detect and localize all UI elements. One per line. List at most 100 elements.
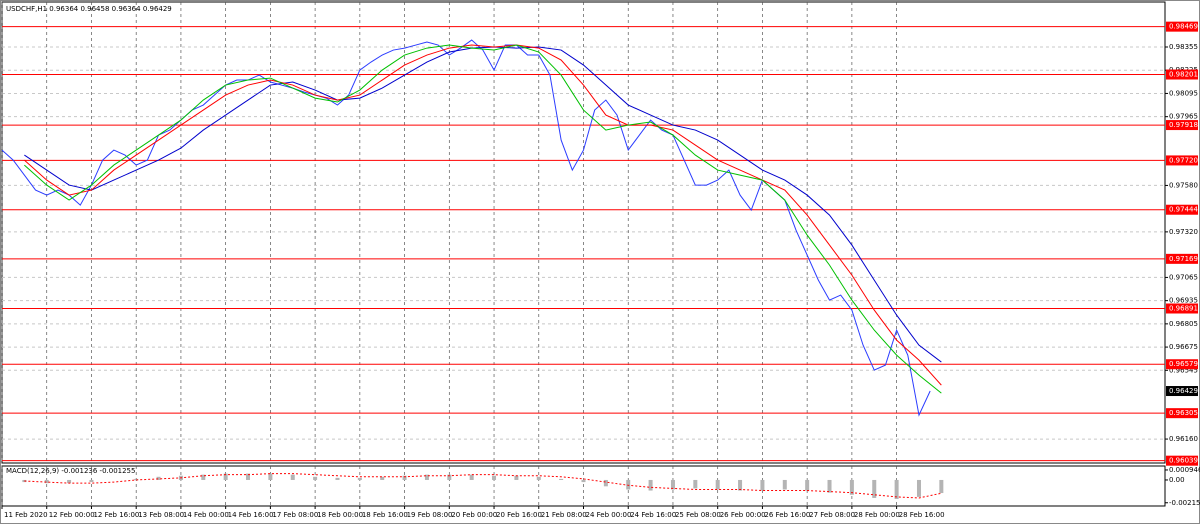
macd-bar <box>402 475 407 480</box>
macd-bar <box>894 479 899 500</box>
x-tick-label: 18 Feb 00:00 <box>317 511 363 519</box>
macd-bar <box>335 477 340 480</box>
macd-bar <box>424 474 429 480</box>
y-tick-label: 0.97065 <box>1169 273 1198 281</box>
moving-average <box>24 44 942 386</box>
macd-bar <box>670 479 675 490</box>
macd-bar <box>380 476 385 480</box>
x-tick-label: 28 Feb 16:00 <box>899 511 945 519</box>
macd-bar <box>268 473 273 480</box>
macd-bar <box>760 479 765 491</box>
macd-bar <box>559 478 564 480</box>
macd-title: MACD(12,26,9) -0.001236 -0.001255 <box>6 467 135 475</box>
level-label: 0.96305 <box>1169 409 1198 417</box>
macd-bar <box>514 475 519 480</box>
x-tick-label: 26 Feb 00:00 <box>720 511 766 519</box>
level-label: 0.97720 <box>1169 156 1198 164</box>
x-tick-label: 20 Feb 00:00 <box>451 511 497 519</box>
macd-bar <box>738 479 743 491</box>
level-label: 0.96891 <box>1169 304 1198 312</box>
macd-bar <box>581 479 586 483</box>
macd-bar <box>246 473 251 480</box>
y-tick-label: -0.002154 <box>1169 499 1200 507</box>
y-tick-label: 0.96160 <box>1169 435 1198 443</box>
macd-bar <box>916 479 921 497</box>
level-tag <box>1166 359 1198 370</box>
level-tag <box>1166 120 1198 131</box>
macd-bar <box>290 474 295 480</box>
x-tick-label: 12 Feb 00:00 <box>49 511 95 519</box>
macd-bar <box>827 479 832 493</box>
y-tick-label: 0.96935 <box>1169 297 1198 305</box>
x-tick-label: 28 Feb 00:00 <box>854 511 900 519</box>
level-tag <box>1166 21 1198 32</box>
macd-bar <box>648 479 653 491</box>
x-tick-label: 26 Feb 16:00 <box>764 511 810 519</box>
macd-bar <box>357 477 362 480</box>
y-tick-label: 0.96675 <box>1169 343 1198 351</box>
last-price-tag <box>1166 386 1198 397</box>
y-tick-label: 0.97965 <box>1169 113 1198 121</box>
last-price-label: 0.96429 <box>1169 387 1198 395</box>
moving-average <box>24 44 942 394</box>
macd-bar <box>626 479 631 490</box>
y-tick-label: 0.98355 <box>1169 43 1198 51</box>
x-tick-label: 13 Feb 08:00 <box>138 511 184 519</box>
macd-bar <box>805 479 810 491</box>
y-tick-label: 0.000946 <box>1169 466 1200 474</box>
macd-bar <box>939 479 944 494</box>
level-tag <box>1166 204 1198 215</box>
y-tick-label: 0.97580 <box>1169 181 1198 189</box>
macd-bar <box>134 478 139 480</box>
y-tick-label: 0.96545 <box>1169 366 1198 374</box>
macd-bar <box>89 479 94 483</box>
level-tag <box>1166 155 1198 166</box>
macd-bar <box>782 479 787 490</box>
x-tick-label: 12 Feb 16:00 <box>93 511 139 519</box>
level-tag <box>1166 408 1198 419</box>
x-tick-label: 24 Feb 00:00 <box>586 511 632 519</box>
level-label: 0.97169 <box>1169 255 1198 263</box>
macd-bar <box>67 479 72 484</box>
x-tick-label: 14 Feb 00:00 <box>183 511 229 519</box>
macd-bar <box>447 474 452 480</box>
level-label: 0.96579 <box>1169 360 1198 368</box>
signal-line <box>24 473 942 499</box>
macd-bar <box>603 479 608 487</box>
x-tick-label: 19 Feb 08:00 <box>407 511 453 519</box>
macd-bar <box>44 479 49 484</box>
x-tick-label: 17 Feb 08:00 <box>272 511 318 519</box>
level-label: 0.96039 <box>1169 457 1198 465</box>
level-tag <box>1166 455 1198 466</box>
x-tick-label: 14 Feb 16:00 <box>228 511 274 519</box>
y-tick-label: 0.00 <box>1169 476 1185 484</box>
level-label: 0.98469 <box>1169 23 1198 31</box>
macd-bar <box>693 479 698 489</box>
macd-bar <box>849 479 854 495</box>
macd-bar <box>313 476 318 480</box>
moving-average <box>24 46 942 363</box>
level-label: 0.98201 <box>1169 71 1198 79</box>
x-tick-label: 21 Feb 08:00 <box>541 511 587 519</box>
y-tick-label: 0.97320 <box>1169 228 1198 236</box>
level-tag <box>1166 253 1198 264</box>
level-label: 0.97918 <box>1169 121 1198 129</box>
x-tick-label: 24 Feb 16:00 <box>630 511 676 519</box>
x-tick-label: 18 Feb 16:00 <box>362 511 408 519</box>
level-tag <box>1166 69 1198 80</box>
x-tick-label: 20 Feb 16:00 <box>496 511 542 519</box>
x-tick-label: 11 Feb 2020 <box>4 511 48 519</box>
x-tick-label: 27 Feb 08:00 <box>809 511 855 519</box>
macd-bar <box>156 476 161 480</box>
chart-title: USDCHF,H1 0.96364 0.96458 0.96364 0.9642… <box>6 5 172 13</box>
macd-bar <box>492 475 497 480</box>
macd-bar <box>872 479 877 498</box>
macd-bar <box>536 476 541 480</box>
macd-bar <box>469 474 474 480</box>
y-tick-label: 0.98095 <box>1169 89 1198 97</box>
macd-bar <box>223 473 228 480</box>
macd-bar <box>715 479 720 490</box>
x-tick-label: 25 Feb 08:00 <box>675 511 721 519</box>
